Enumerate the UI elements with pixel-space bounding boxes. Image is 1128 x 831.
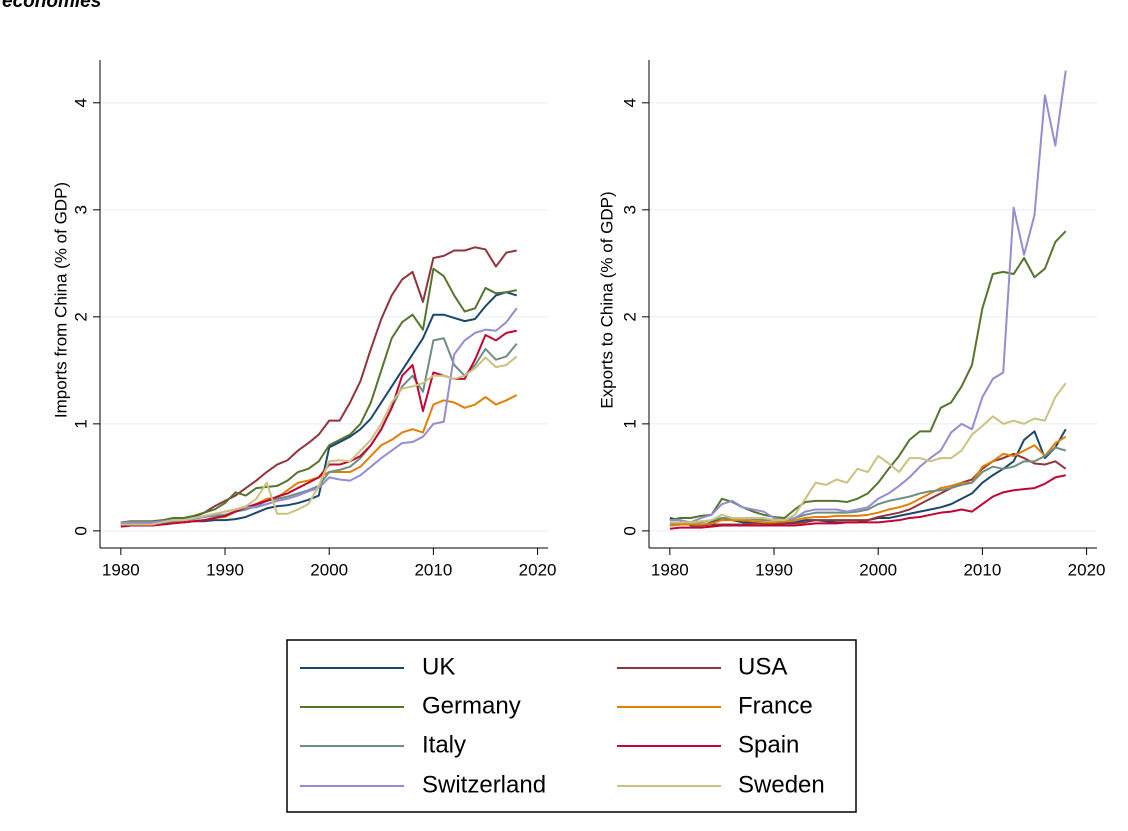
legend-label: UK [422, 653, 455, 680]
y-tick-label: 2 [620, 312, 639, 321]
series-line [669, 452, 1067, 527]
x-tick-label: 2010 [963, 560, 1001, 579]
figure-title: economies [2, 0, 101, 12]
series-line [669, 474, 1066, 530]
y-tick-label: 3 [71, 205, 90, 214]
x-tick-label: 2000 [310, 560, 348, 579]
series-line [120, 355, 518, 526]
y-tick-label: 4 [620, 98, 639, 107]
y-tick-label: 3 [620, 205, 639, 214]
y-tick-label: 2 [71, 312, 90, 321]
y-tick-label: 0 [71, 526, 90, 535]
x-tick-label: 2020 [1068, 560, 1106, 579]
legend-label: Italy [422, 731, 466, 758]
x-tick-label: 2010 [414, 560, 452, 579]
x-tick-label: 2000 [859, 560, 897, 579]
x-tick-label: 2020 [519, 560, 557, 579]
series-line [669, 382, 1067, 524]
legend-label: Germany [422, 692, 521, 719]
y-tick-label: 4 [71, 98, 90, 107]
series-line [669, 70, 1067, 524]
x-tick-label: 1980 [651, 560, 689, 579]
legend-box [286, 639, 857, 813]
legend-label: Sweden [738, 771, 825, 798]
y-tick-label: 1 [620, 419, 639, 428]
series-line [120, 267, 517, 524]
series-line [669, 435, 1067, 527]
y-axis-label: Imports from China (% of GDP) [51, 182, 70, 418]
x-tick-label: 1990 [206, 560, 244, 579]
legend-label: USA [738, 653, 787, 680]
legend-label: Spain [738, 731, 799, 758]
legend-label: France [738, 692, 813, 719]
y-tick-label: 0 [620, 526, 639, 535]
x-tick-label: 1990 [755, 560, 793, 579]
y-axis-label: Exports to China (% of GDP) [597, 191, 616, 408]
legend-label: Switzerland [422, 771, 546, 798]
x-tick-label: 1980 [102, 560, 140, 579]
y-tick-label: 1 [71, 419, 90, 428]
